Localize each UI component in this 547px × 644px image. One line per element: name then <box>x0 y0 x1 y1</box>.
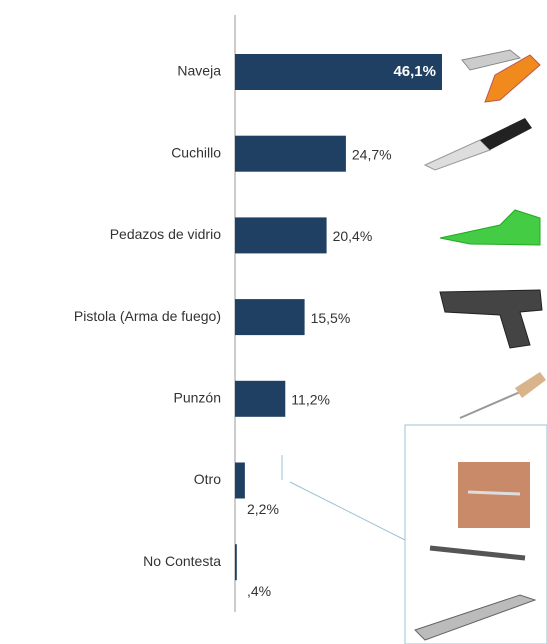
icon-glass <box>439 209 541 246</box>
category-label: Pedazos de vidrio <box>110 226 222 242</box>
value-label: 24,7% <box>352 146 392 162</box>
value-label: 15,5% <box>311 310 351 326</box>
callout-box <box>281 424 547 644</box>
value-label: 46,1% <box>393 63 436 80</box>
value-label: 11,2% <box>291 392 330 408</box>
category-label: Cuchillo <box>171 144 221 160</box>
bar <box>235 217 327 254</box>
icon-awl <box>459 372 546 419</box>
value-label: 20,4% <box>333 228 373 244</box>
icon-folding-knife <box>461 49 541 103</box>
icon-knife <box>423 118 532 171</box>
category-label: No Contesta <box>143 553 221 569</box>
category-label: Pistola (Arma de fuego) <box>74 308 221 324</box>
bar <box>235 380 286 417</box>
value-label: 2,2% <box>247 501 279 517</box>
icon-gun <box>439 289 543 349</box>
value-label: ,4% <box>247 583 271 599</box>
bar <box>235 462 245 499</box>
bar <box>235 135 346 172</box>
category-label: Otro <box>194 471 221 487</box>
bar <box>235 544 237 581</box>
category-label: Naveja <box>177 63 221 79</box>
bar <box>235 54 442 90</box>
category-label: Punzón <box>174 390 221 406</box>
bar <box>235 299 305 336</box>
